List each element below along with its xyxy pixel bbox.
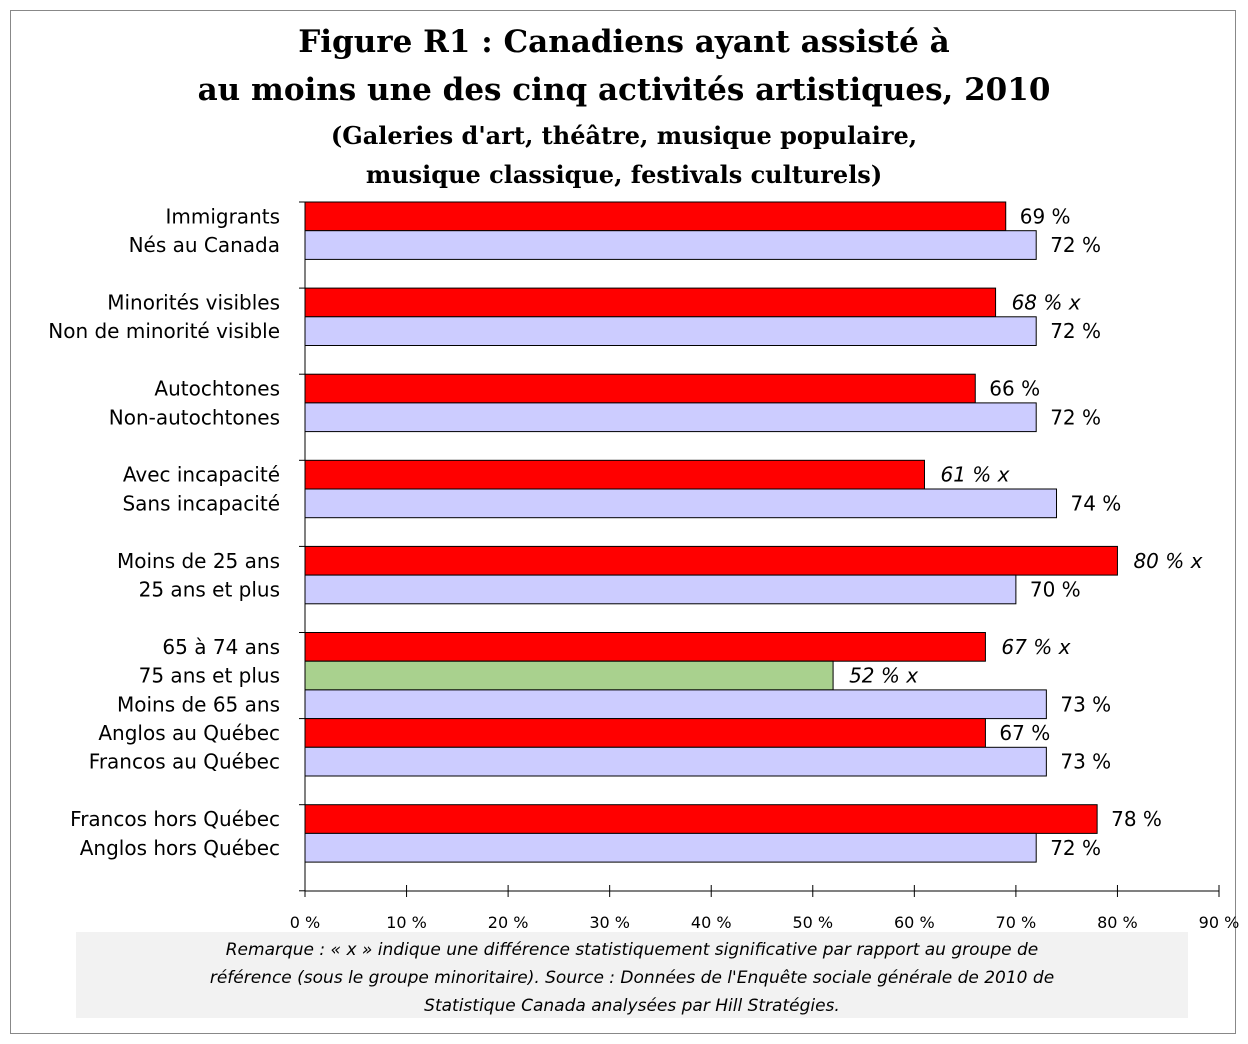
category-label: 75 ans et plus <box>139 664 280 688</box>
category-label: Moins de 25 ans <box>117 549 280 573</box>
x-tick-label: 40 % <box>691 913 732 932</box>
category-label: Non de minorité visible <box>48 319 280 343</box>
bar <box>304 632 986 662</box>
data-label: 73 % <box>1060 692 1111 716</box>
chart-title: Figure R1 : Canadiens ayant assisté à <box>298 24 950 60</box>
x-tick-label: 90 % <box>1199 913 1240 932</box>
chart-title-line2: au moins une des cinq activités artistiq… <box>197 72 1051 108</box>
footnote-box: Remarque : « x » indique une différence … <box>76 932 1188 1018</box>
data-label: 68 % x <box>1012 290 1081 314</box>
bar <box>304 545 1118 576</box>
chart-subtitle: (Galeries d'art, théâtre, musique popula… <box>330 121 918 150</box>
category-label: Autochtones <box>154 377 280 401</box>
data-label: 72 % <box>1050 836 1101 860</box>
x-tick-label: 50 % <box>792 913 833 932</box>
bar <box>304 230 1037 260</box>
data-label: 72 % <box>1050 405 1101 429</box>
bar <box>304 402 1037 433</box>
bar <box>304 574 1017 605</box>
data-label: 72 % <box>1050 319 1101 343</box>
x-tick-label: 0 % <box>290 913 320 932</box>
data-label: 73 % <box>1060 750 1111 774</box>
data-label: 67 % x <box>1001 635 1070 659</box>
bar <box>304 746 1047 777</box>
x-tick-label: 80 % <box>1097 913 1138 932</box>
data-label: 78 % <box>1111 807 1162 831</box>
bar <box>304 832 1037 863</box>
category-label: Immigrants <box>165 204 280 228</box>
bar <box>304 316 1037 346</box>
category-label: 65 à 74 ans <box>162 635 280 659</box>
data-label: 74 % <box>1071 491 1122 515</box>
bar <box>304 660 834 691</box>
data-label: 66 % <box>989 377 1040 401</box>
chart-subtitle-line2: musique classique, festivals culturels) <box>365 160 883 189</box>
category-label: Non-autochtones <box>109 405 280 429</box>
x-tick-label: 70 % <box>996 913 1037 932</box>
bar <box>304 718 986 748</box>
bar <box>304 689 1047 720</box>
bar <box>304 488 1058 519</box>
bar <box>304 459 925 490</box>
data-label: 52 % x <box>849 664 918 688</box>
data-label: 69 % <box>1020 204 1071 228</box>
category-label: Francos hors Québec <box>70 807 280 831</box>
category-label: Anglos hors Québec <box>80 836 280 860</box>
category-label: 25 ans et plus <box>139 577 280 601</box>
category-label: Sans incapacité <box>122 491 280 515</box>
x-tick-label: 10 % <box>386 913 427 932</box>
category-label: Francos au Québec <box>89 750 280 774</box>
bar <box>304 804 1098 834</box>
bar <box>304 373 976 404</box>
data-label: 61 % x <box>940 463 1009 487</box>
category-label: Minorités visibles <box>107 290 280 314</box>
x-tick-label: 20 % <box>488 913 529 932</box>
footnote-line-1: Remarque : « x » indique une différence … <box>225 940 1039 960</box>
category-label: Anglos au Québec <box>98 721 280 745</box>
footnote-line-2: référence (sous le groupe minoritaire). … <box>209 968 1055 988</box>
category-label: Nés au Canada <box>129 233 280 257</box>
x-tick-label: 60 % <box>894 913 935 932</box>
x-tick-label: 30 % <box>589 913 630 932</box>
footnote-line-3: Statistique Canada analysées par Hill St… <box>424 996 840 1016</box>
bar <box>304 201 1007 232</box>
chart-frame <box>10 10 1236 1034</box>
bar <box>304 287 997 318</box>
data-label: 80 % x <box>1133 549 1202 573</box>
category-label: Moins de 65 ans <box>117 692 280 716</box>
data-label: 70 % <box>1030 577 1081 601</box>
category-label: Avec incapacité <box>123 463 280 487</box>
data-label: 72 % <box>1050 233 1101 257</box>
data-label: 67 % <box>999 721 1050 745</box>
